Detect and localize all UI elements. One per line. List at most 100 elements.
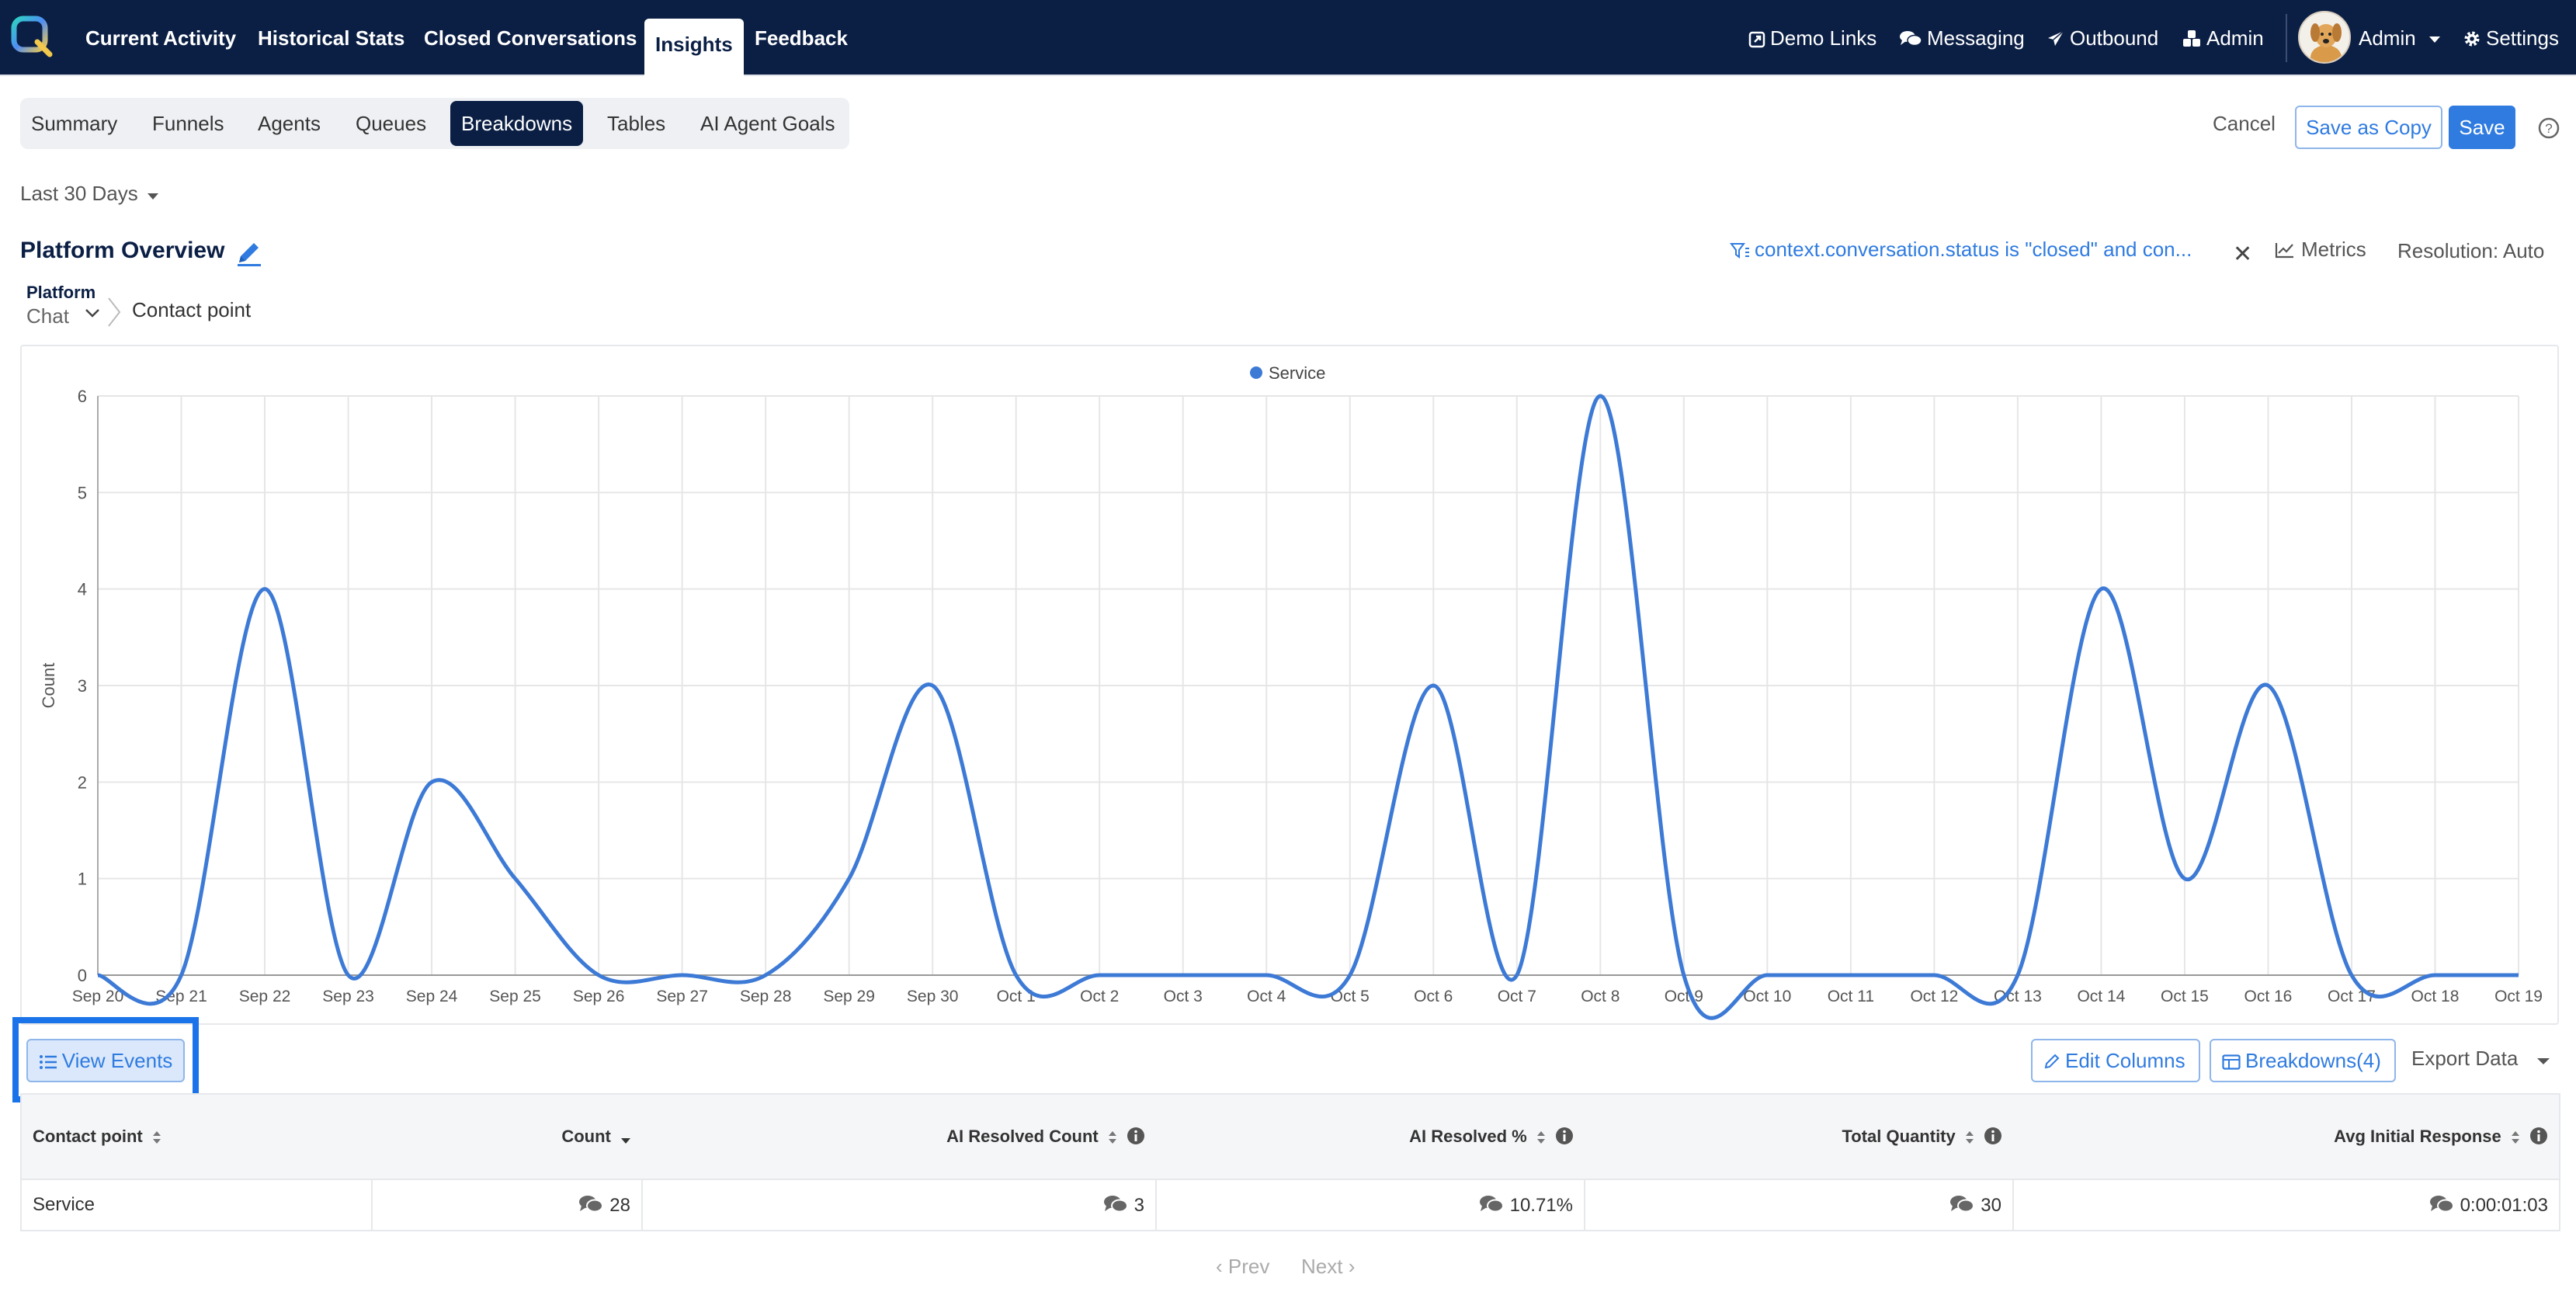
breakdowns-label: Breakdowns(4) — [2245, 1049, 2381, 1072]
filter-expression-link[interactable]: context.conversation.status is "closed" … — [1755, 238, 2192, 261]
subtab-breakdowns[interactable]: Breakdowns — [450, 101, 584, 146]
subtab-queues[interactable]: Queues — [356, 112, 427, 135]
breakdowns-button[interactable]: Breakdowns(4) — [2210, 1039, 2396, 1082]
subtab-tables[interactable]: Tables — [607, 112, 666, 135]
column-label: Count — [561, 1127, 611, 1146]
column-header-total-quantity[interactable]: Total Quantity — [1585, 1094, 2013, 1179]
breakdown-table: Contact point Count AI Resolved Count AI… — [20, 1093, 2560, 1231]
demo-links-label: Demo Links — [1770, 26, 1877, 50]
list-icon — [39, 1055, 57, 1069]
legend-marker — [1250, 366, 1262, 379]
info-icon[interactable] — [1127, 1127, 1145, 1145]
messaging-label: Messaging — [1927, 26, 2025, 50]
nav-tab-historical-stats[interactable]: Historical Stats — [258, 26, 405, 50]
cell-count[interactable]: 28 — [371, 1179, 642, 1231]
save-as-copy-button[interactable]: Save as Copy — [2295, 106, 2442, 149]
top-navigation-bar: Current Activity Historical Stats Closed… — [0, 0, 2576, 76]
cell-avg-initial-response[interactable]: 0:00:01:03 — [2012, 1179, 2560, 1231]
user-menu-dropdown[interactable]: Admin — [2359, 19, 2446, 57]
cell-value: 28 — [609, 1194, 630, 1216]
resolution-dropdown[interactable]: Resolution: Auto — [2397, 239, 2545, 262]
info-icon[interactable] — [2529, 1127, 2548, 1145]
cancel-button[interactable]: Cancel — [2213, 112, 2276, 135]
line-chart: 0 1 2 3 4 5 6 Sep 20 Sep 21 Sep 22 Sep 23 Sep 24 Sep… — [39, 363, 2543, 1020]
subtab-agents[interactable]: Agents — [258, 112, 321, 135]
caret-down-icon — [147, 193, 158, 200]
help-icon[interactable]: ? — [2537, 116, 2560, 140]
column-header-contact-point[interactable]: Contact point — [21, 1094, 372, 1179]
messaging-icon — [1900, 31, 1922, 47]
nav-tab-current-activity[interactable]: Current Activity — [85, 26, 237, 50]
x-tick-label: Oct 7 — [1498, 988, 1536, 1005]
sort-icon — [1965, 1131, 1974, 1144]
export-data-label: Export Data — [2411, 1047, 2519, 1070]
date-range-dropdown[interactable]: Last 30 Days — [20, 182, 159, 206]
close-icon[interactable]: ✕ — [2233, 241, 2253, 267]
metrics-button[interactable]: Metrics — [2275, 238, 2366, 262]
column-header-ai-resolved-percent[interactable]: AI Resolved % — [1156, 1094, 1585, 1179]
prev-page-button[interactable]: ‹ Prev — [1216, 1255, 1270, 1278]
nav-tab-feedback[interactable]: Feedback — [755, 26, 848, 50]
x-tick-label: Sep 21 — [155, 988, 207, 1005]
outbound-link[interactable]: Outbound — [2047, 19, 2158, 57]
breadcrumb-separator-icon — [108, 297, 121, 327]
cell-total-quantity[interactable]: 30 — [1584, 1179, 2013, 1231]
x-tick-label: Oct 17 — [2328, 988, 2376, 1005]
x-tick-label: Sep 29 — [823, 988, 875, 1005]
subtab-funnels[interactable]: Funnels — [152, 112, 224, 135]
cell-value: 10.71% — [1509, 1194, 1573, 1216]
info-icon[interactable] — [1984, 1127, 2002, 1145]
outbound-label: Outbound — [2070, 26, 2159, 50]
y-tick-label: 0 — [78, 966, 87, 985]
cell-ai-resolved-count[interactable]: 3 — [641, 1179, 1156, 1231]
cubes-icon — [2183, 30, 2200, 47]
column-header-avg-initial-response[interactable]: Avg Initial Response — [2013, 1094, 2560, 1179]
pencil-icon[interactable] — [233, 238, 264, 269]
x-tick-label: Oct 10 — [1743, 988, 1791, 1005]
chevron-down-icon[interactable] — [84, 307, 101, 318]
save-button[interactable]: Save — [2449, 106, 2515, 149]
column-header-count[interactable]: Count — [372, 1094, 642, 1179]
subtab-summary[interactable]: Summary — [31, 112, 118, 135]
conversations-icon — [2429, 1195, 2454, 1212]
column-label: AI Resolved Count — [946, 1127, 1099, 1146]
x-tick-label: Oct 18 — [2411, 988, 2460, 1005]
demo-links-link[interactable]: Demo Links — [1748, 19, 1876, 57]
x-tick-label: Sep 22 — [239, 988, 291, 1005]
column-label: Contact point — [33, 1127, 143, 1146]
settings-label: Settings — [2486, 26, 2559, 50]
nav-divider — [2286, 14, 2287, 62]
chart-panel: 0 1 2 3 4 5 6 Sep 20 Sep 21 Sep 22 Sep 23 Sep 24 Sep… — [20, 345, 2559, 1025]
view-events-label: View Events — [61, 1049, 173, 1072]
x-tick-label: Oct 9 — [1665, 988, 1703, 1005]
caret-down-icon — [2536, 1058, 2550, 1064]
view-events-button[interactable]: View Events — [26, 1039, 185, 1082]
y-tick-label: 4 — [78, 580, 87, 599]
app-logo-icon[interactable] — [9, 14, 56, 61]
export-data-dropdown[interactable]: Export Data — [2411, 1047, 2550, 1071]
admin-link[interactable]: Admin — [2182, 19, 2264, 57]
conversations-icon — [1479, 1195, 1504, 1212]
table-row[interactable]: Service 28 3 10.71% 30 0:00:01:03 — [21, 1179, 2560, 1231]
y-axis-label: Count — [39, 663, 58, 709]
messaging-link[interactable]: Messaging — [1899, 19, 2025, 57]
info-icon[interactable] — [1555, 1127, 1574, 1145]
y-tick-label: 3 — [78, 676, 87, 696]
insights-subtab-bar: Summary Funnels Agents Queues Breakdowns… — [20, 98, 849, 149]
sort-descending-icon — [621, 1138, 630, 1144]
chart-legend: Service — [1250, 363, 1325, 383]
user-menu-label: Admin — [2359, 26, 2416, 50]
settings-link[interactable]: Settings — [2463, 19, 2559, 57]
subtab-ai-agent-goals[interactable]: AI Agent Goals — [700, 112, 835, 135]
admin-label: Admin — [2206, 26, 2264, 50]
cell-ai-resolved-percent[interactable]: 10.71% — [1155, 1179, 1585, 1231]
nav-tab-insights[interactable]: Insights — [644, 19, 744, 76]
next-page-button[interactable]: Next › — [1301, 1255, 1356, 1278]
nav-tab-closed-conversations[interactable]: Closed Conversations — [424, 26, 637, 50]
edit-columns-button[interactable]: Edit Columns — [2031, 1039, 2200, 1082]
x-tick-label: Oct 2 — [1080, 988, 1119, 1005]
breadcrumb-platform-select[interactable]: Chat — [26, 304, 69, 328]
avatar[interactable] — [2298, 11, 2351, 64]
edit-columns-label: Edit Columns — [2065, 1049, 2185, 1072]
column-header-ai-resolved-count[interactable]: AI Resolved Count — [642, 1094, 1156, 1179]
